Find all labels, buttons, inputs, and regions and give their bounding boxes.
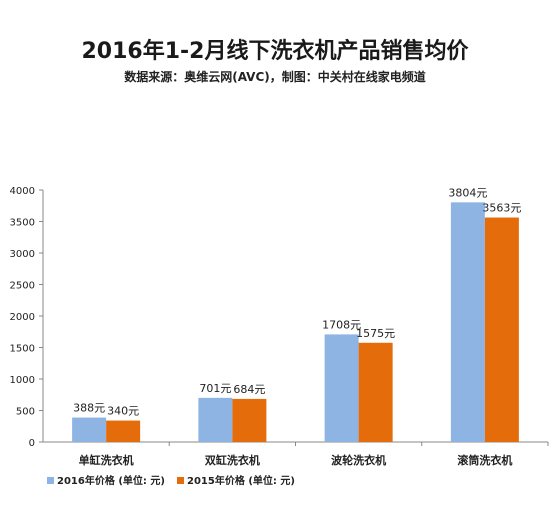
legend-swatch: [177, 477, 184, 484]
data-label: 684元: [233, 383, 265, 396]
bar-2015: [484, 217, 519, 442]
data-label: 3563元: [482, 202, 521, 215]
data-label: 3804元: [448, 186, 487, 199]
x-category-label: 双缸洗衣机: [205, 453, 260, 467]
chart-legend: 2016年价格 (单位: 元) 2015年价格 (单位: 元): [47, 474, 295, 487]
y-tick-label: 1000: [10, 375, 35, 386]
chart-subtitle: 数据来源：奥维云网(AVC)，制图：中关村在线家电频道: [124, 70, 426, 84]
y-tick-label: 2000: [10, 312, 35, 323]
bar-2015: [358, 342, 393, 442]
x-category-label: 单缸洗衣机: [79, 453, 134, 467]
legend-label: 2015年价格 (单位: 元): [187, 474, 295, 487]
legend-swatch: [47, 477, 54, 484]
x-category-label: 波轮洗衣机: [331, 453, 386, 467]
bar-2016: [72, 417, 107, 442]
chart-axes: 0 500 1000 1500 2000 2500 3000 3500 4000 单缸洗衣机 双缸洗…: [10, 186, 549, 467]
data-label: 1708元: [322, 318, 361, 331]
x-category-label: 滚筒洗衣机: [457, 453, 512, 467]
y-tick-label: 0: [29, 438, 35, 449]
bar-2015: [232, 398, 267, 442]
data-label: 701元: [199, 382, 231, 395]
data-label: 340元: [107, 405, 139, 418]
data-label: 388元: [73, 402, 105, 415]
bar-2016: [450, 202, 485, 442]
data-label: 1575元: [356, 327, 395, 340]
bar-2015: [106, 420, 141, 442]
y-tick-label: 1500: [10, 344, 35, 355]
y-tick-label: 500: [16, 407, 35, 418]
chart-title: 2016年1-2月线下洗衣机产品销售均价: [81, 39, 469, 64]
y-tick-label: 4000: [10, 186, 35, 197]
y-tick-label: 3000: [10, 249, 35, 260]
legend-label: 2016年价格 (单位: 元): [57, 474, 165, 487]
y-tick-label: 2500: [10, 281, 35, 292]
bar-2016: [198, 397, 233, 442]
bar-2016: [324, 334, 359, 442]
y-tick-label: 3500: [10, 218, 35, 229]
